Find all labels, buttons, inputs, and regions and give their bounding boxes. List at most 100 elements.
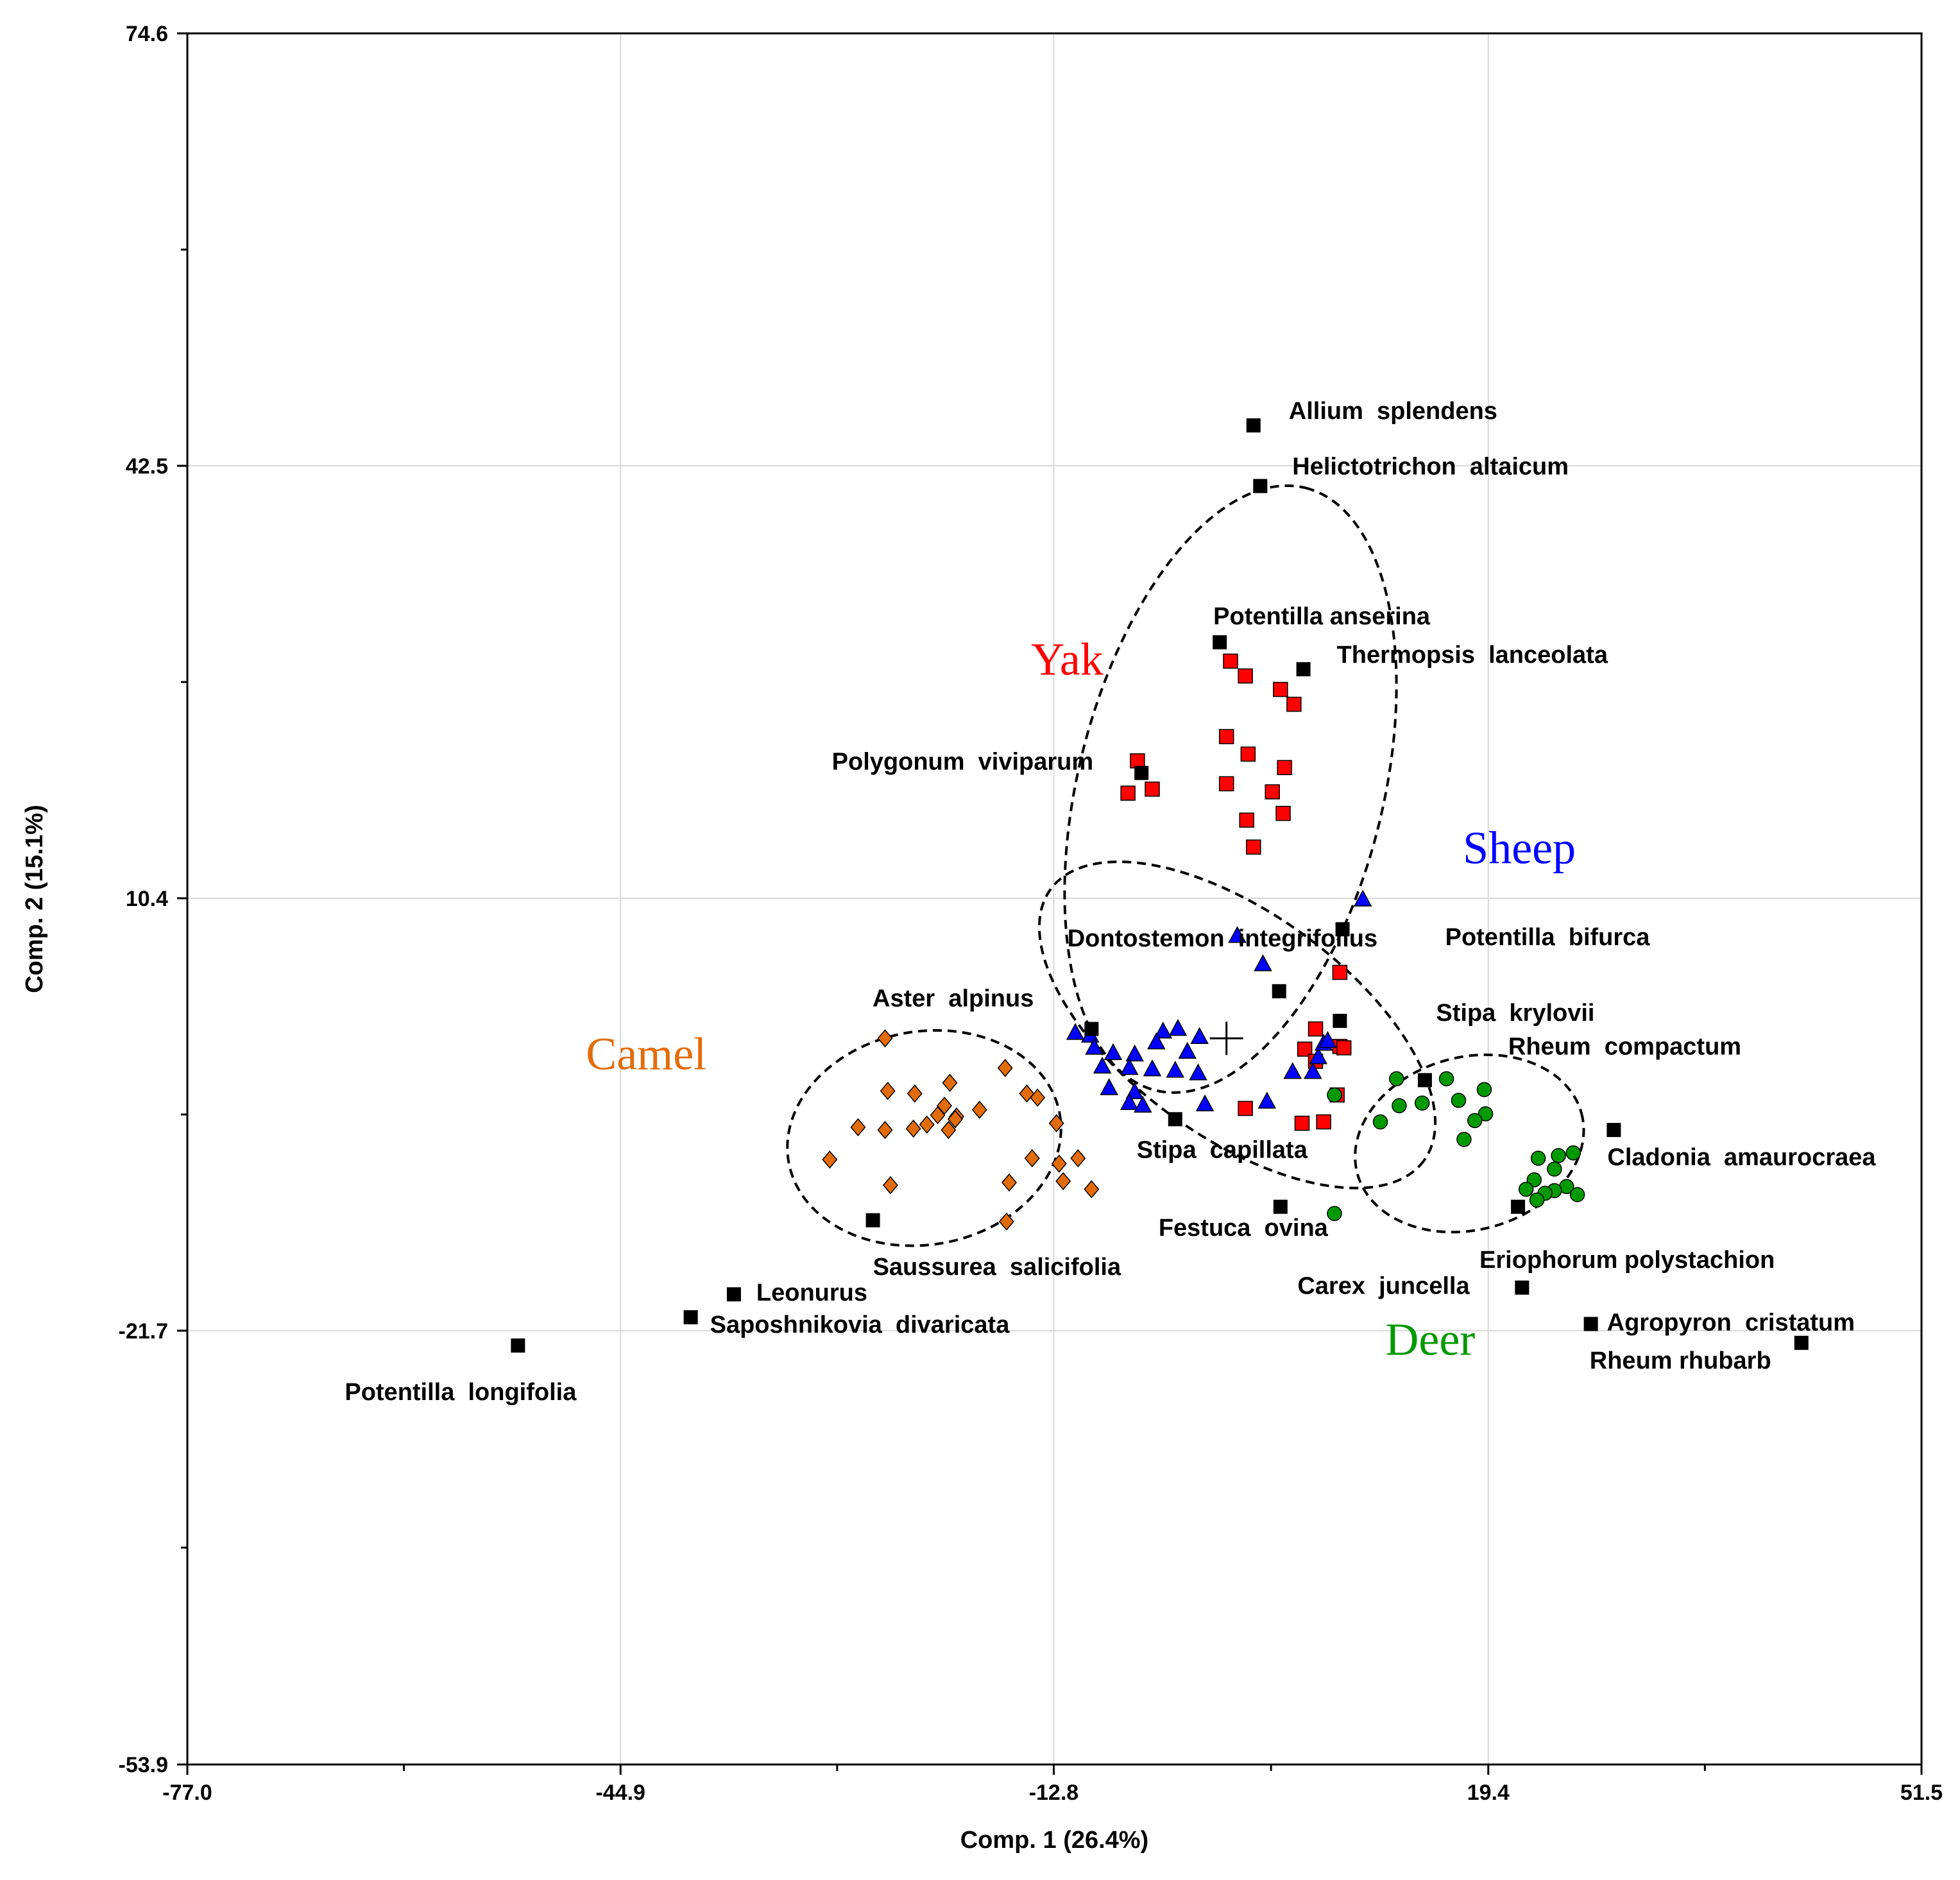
point-sheep bbox=[1190, 1027, 1209, 1044]
species-label: Leonurus bbox=[756, 1279, 867, 1306]
point-yak bbox=[1273, 681, 1288, 697]
x-tick-label: -44.9 bbox=[595, 1781, 645, 1805]
species-marker bbox=[1246, 418, 1261, 432]
species-label: Potentilla anserina bbox=[1213, 603, 1431, 630]
species-label: Aster alpinus bbox=[873, 986, 1034, 1013]
species-marker bbox=[1335, 922, 1350, 937]
point-sheep bbox=[1353, 889, 1372, 907]
species-marker bbox=[865, 1213, 880, 1227]
point-deer bbox=[1529, 1192, 1545, 1208]
species-marker bbox=[511, 1338, 525, 1353]
species-marker bbox=[683, 1310, 698, 1324]
point-camel bbox=[877, 1120, 893, 1140]
plot-frame bbox=[186, 32, 1923, 1766]
point-camel bbox=[1024, 1149, 1040, 1168]
point-deer bbox=[1518, 1181, 1534, 1197]
point-camel bbox=[905, 1119, 921, 1138]
point-sheep bbox=[1154, 1021, 1173, 1039]
point-yak bbox=[1218, 729, 1234, 744]
point-sheep bbox=[1166, 1061, 1185, 1078]
y-axis-title: Comp. 2 (15.1%) bbox=[21, 805, 48, 993]
point-yak bbox=[1218, 776, 1234, 792]
ellipse-yak bbox=[1063, 484, 1398, 1094]
point-yak bbox=[1297, 1041, 1313, 1057]
point-sheep bbox=[1093, 1056, 1112, 1074]
point-yak bbox=[1238, 1100, 1253, 1116]
point-sheep bbox=[1168, 1019, 1188, 1036]
point-sheep bbox=[1066, 1023, 1085, 1040]
point-yak bbox=[1130, 753, 1145, 769]
point-yak bbox=[1308, 1021, 1324, 1037]
ellipse-deer bbox=[1354, 1053, 1585, 1234]
point-sheep bbox=[1143, 1059, 1162, 1077]
point-sheep bbox=[1318, 1030, 1337, 1048]
group-label-yak: Yak bbox=[1031, 633, 1104, 685]
point-sheep bbox=[1195, 1094, 1214, 1111]
point-camel bbox=[998, 1212, 1014, 1231]
y-tick-label: 42.5 bbox=[126, 454, 168, 479]
species-marker bbox=[1134, 765, 1149, 780]
species-label: Thermopsis lanceolata bbox=[1337, 642, 1608, 669]
group-label-camel: Camel bbox=[586, 1029, 706, 1080]
point-camel bbox=[822, 1150, 838, 1169]
point-deer bbox=[1451, 1093, 1467, 1108]
point-yak bbox=[1120, 785, 1136, 801]
point-sheep bbox=[1304, 1062, 1322, 1079]
point-camel bbox=[1030, 1088, 1046, 1107]
point-camel bbox=[880, 1082, 896, 1100]
point-deer bbox=[1551, 1148, 1566, 1163]
group-label-sheep: Sheep bbox=[1463, 822, 1576, 873]
point-sheep bbox=[1189, 1063, 1207, 1081]
point-deer bbox=[1565, 1145, 1581, 1161]
point-yak bbox=[1145, 782, 1160, 797]
point-yak bbox=[1240, 746, 1256, 762]
group-label-layer: Yak Sheep Camel Deer bbox=[586, 633, 1576, 1365]
species-layer: Allium splendens Helictotrichon altaicum P… bbox=[345, 398, 1876, 1406]
point-deer bbox=[1438, 1071, 1454, 1087]
point-sheep bbox=[1178, 1041, 1197, 1059]
species-marker bbox=[1417, 1073, 1432, 1088]
point-yak bbox=[1239, 812, 1254, 828]
species-label: Saussurea salicifolia bbox=[873, 1254, 1121, 1281]
species-label: Allium splendens bbox=[1289, 398, 1497, 425]
x-tick-label: 51.5 bbox=[1900, 1781, 1943, 1805]
species-label: Cladonia amaurocraea bbox=[1607, 1144, 1876, 1171]
species-marker bbox=[1296, 662, 1311, 677]
point-yak bbox=[1277, 760, 1292, 776]
point-camel bbox=[1048, 1114, 1064, 1132]
point-deer bbox=[1530, 1150, 1546, 1166]
point-camel bbox=[1051, 1154, 1067, 1173]
point-sheep bbox=[1309, 1047, 1327, 1064]
point-camel bbox=[942, 1073, 958, 1092]
x-tick-label: 19.4 bbox=[1467, 1781, 1510, 1805]
point-deer bbox=[1569, 1187, 1585, 1202]
species-marker bbox=[1515, 1280, 1530, 1295]
point-deer bbox=[1478, 1106, 1494, 1122]
species-marker bbox=[726, 1287, 741, 1302]
y-tick-label: 74.6 bbox=[126, 22, 168, 46]
point-deer bbox=[1414, 1095, 1430, 1111]
species-label: Agropyron cristatum bbox=[1607, 1309, 1855, 1336]
species-label: Rheum compactum bbox=[1508, 1033, 1741, 1060]
point-camel bbox=[937, 1097, 953, 1115]
point-sheep bbox=[1104, 1043, 1123, 1061]
species-marker bbox=[1168, 1112, 1182, 1127]
ellipse-layer bbox=[786, 484, 1585, 1247]
species-label: Saposhnikovia divaricata bbox=[710, 1312, 1010, 1338]
point-yak bbox=[1238, 668, 1253, 684]
point-camel bbox=[919, 1115, 935, 1134]
species-marker bbox=[1084, 1021, 1099, 1036]
point-camel bbox=[1001, 1173, 1018, 1192]
species-marker bbox=[1511, 1199, 1526, 1214]
point-deer bbox=[1327, 1206, 1342, 1222]
species-marker bbox=[1273, 1199, 1288, 1214]
point-yak bbox=[1223, 653, 1238, 669]
species-label: Festuca ovina bbox=[1159, 1215, 1329, 1242]
point-sheep bbox=[1228, 926, 1247, 943]
x-tick-label: -77.0 bbox=[162, 1781, 212, 1805]
point-camel bbox=[1084, 1180, 1100, 1199]
point-deer bbox=[1392, 1098, 1407, 1114]
point-yak bbox=[1332, 964, 1348, 980]
centroid-cross bbox=[1209, 1021, 1243, 1055]
